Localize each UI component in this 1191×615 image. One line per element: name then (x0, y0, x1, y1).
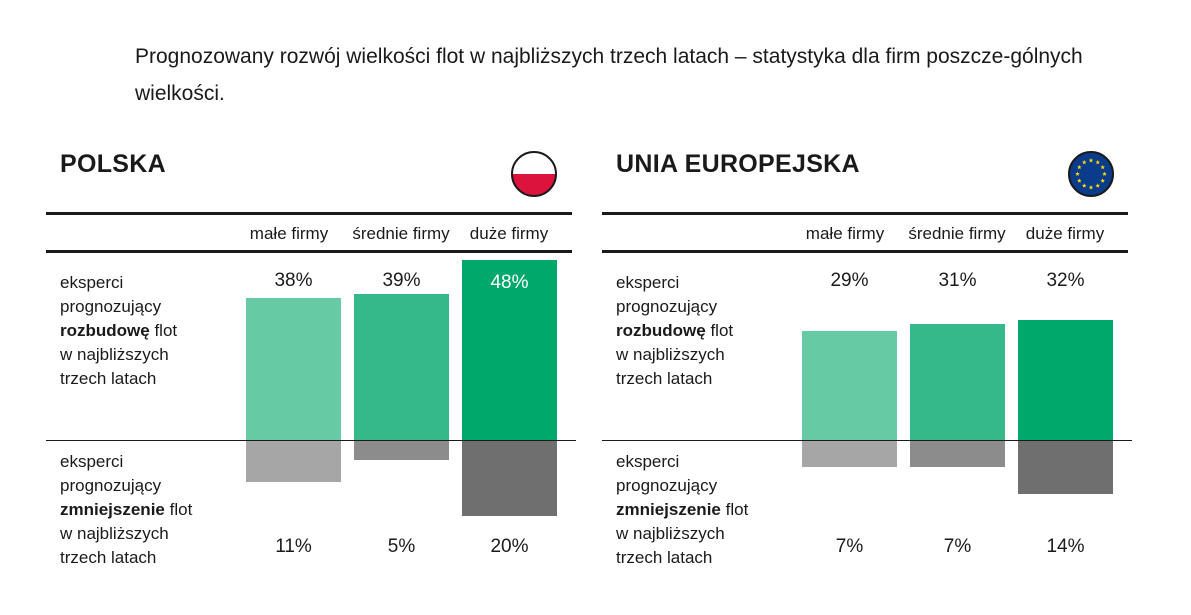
value-label-reduction-large: 20% (490, 536, 529, 557)
eu-flag-icon (1068, 151, 1114, 197)
column-header-large: duże firmy (1025, 224, 1105, 243)
bar-growth-large (462, 260, 557, 440)
value-label-growth-small: 38% (274, 270, 313, 291)
column-header-small: małe firmy (249, 224, 329, 243)
column-header-large: duże firmy (469, 224, 549, 243)
panel-unia-europejska: UNIA EUROPEJSKA małe firmy średnie firmy… (602, 140, 1132, 600)
zero-line (46, 440, 576, 441)
bar-growth-medium (910, 323, 1005, 440)
bar-growth-large (1018, 320, 1113, 440)
bar-reduction-small (246, 441, 341, 483)
panel-title: UNIA EUROPEJSKA (616, 150, 860, 178)
value-label-reduction-small: 11% (275, 536, 312, 557)
bar-reduction-large (462, 441, 557, 516)
row-label-growth: eksperci prognozujący rozbudowę flot w naj… (616, 273, 734, 388)
bar-growth-small (802, 331, 897, 440)
column-header-small: małe firmy (805, 224, 885, 243)
row-label-growth: eksperci prognozujący rozbudowę flot w naj… (60, 273, 178, 388)
column-header-rule (46, 250, 572, 253)
value-label-growth-large: 48% (490, 272, 529, 293)
column-header-medium: średnie firmy (352, 224, 450, 243)
header-rule (602, 212, 1128, 215)
panel-polska: POLSKA małe firmy średnie firmy duże fir… (46, 140, 576, 600)
value-label-growth-large: 32% (1046, 270, 1085, 291)
row-label-reduction: eksperci prognozujący zmniejszenie flot w … (616, 452, 749, 567)
bar-growth-medium (354, 293, 449, 440)
chart-title: Prognozowany rozwój wielkości flot w naj… (135, 45, 1083, 105)
value-label-reduction-medium: 5% (387, 536, 416, 557)
bar-growth-small (246, 297, 341, 440)
value-label-reduction-small: 7% (835, 536, 864, 557)
zero-line (602, 440, 1132, 441)
value-label-reduction-medium: 7% (943, 536, 972, 557)
poland-flag-icon (511, 151, 557, 197)
value-label-growth-medium: 39% (382, 270, 421, 291)
bar-reduction-large (1018, 441, 1113, 494)
bar-reduction-medium (910, 441, 1005, 468)
column-header-medium: średnie firmy (908, 224, 1006, 243)
value-label-growth-small: 29% (830, 270, 869, 291)
bar-reduction-medium (354, 441, 449, 460)
row-label-reduction: eksperci prognozujący zmniejszenie flot w … (60, 452, 193, 567)
column-header-rule (602, 250, 1128, 253)
panel-title: POLSKA (60, 150, 166, 178)
bar-reduction-small (802, 441, 897, 468)
header-rule (46, 212, 572, 215)
value-label-reduction-large: 14% (1046, 536, 1085, 557)
value-label-growth-medium: 31% (938, 270, 977, 291)
